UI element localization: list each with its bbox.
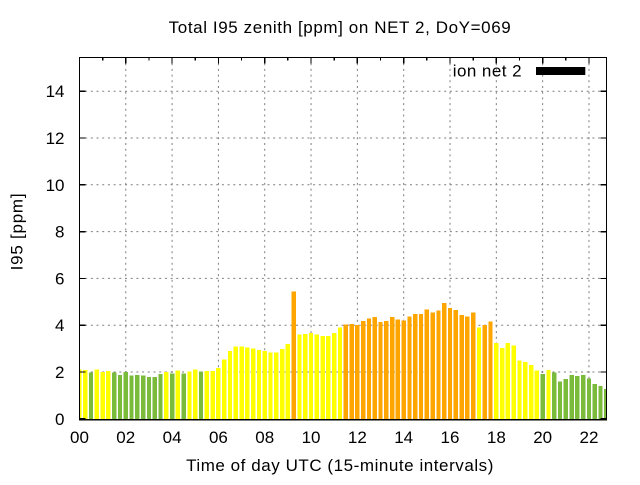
svg-text:08: 08: [255, 428, 274, 447]
svg-text:12: 12: [348, 428, 367, 447]
svg-text:10: 10: [302, 428, 321, 447]
svg-text:I95 [ppm]: I95 [ppm]: [8, 193, 27, 271]
svg-text:06: 06: [209, 428, 228, 447]
svg-text:10: 10: [46, 176, 65, 195]
svg-text:8: 8: [55, 223, 64, 242]
svg-text:22: 22: [580, 428, 599, 447]
svg-text:12: 12: [46, 129, 65, 148]
svg-text:02: 02: [116, 428, 135, 447]
svg-text:14: 14: [46, 82, 65, 101]
svg-text:6: 6: [55, 269, 64, 288]
svg-text:4: 4: [55, 316, 64, 335]
svg-text:Time of day UTC (15-minute int: Time of day UTC (15-minute intervals): [186, 456, 494, 475]
svg-text:20: 20: [533, 428, 552, 447]
svg-text:Total I95 zenith [ppm] on NET: Total I95 zenith [ppm] on NET 2, DoY=069: [169, 18, 512, 37]
svg-text:04: 04: [163, 428, 182, 447]
svg-text:ion net 2: ion net 2: [453, 62, 522, 81]
svg-text:0: 0: [55, 410, 64, 429]
svg-text:00: 00: [70, 428, 89, 447]
svg-text:18: 18: [487, 428, 506, 447]
svg-text:2: 2: [55, 363, 64, 382]
svg-text:16: 16: [441, 428, 460, 447]
svg-text:14: 14: [394, 428, 413, 447]
